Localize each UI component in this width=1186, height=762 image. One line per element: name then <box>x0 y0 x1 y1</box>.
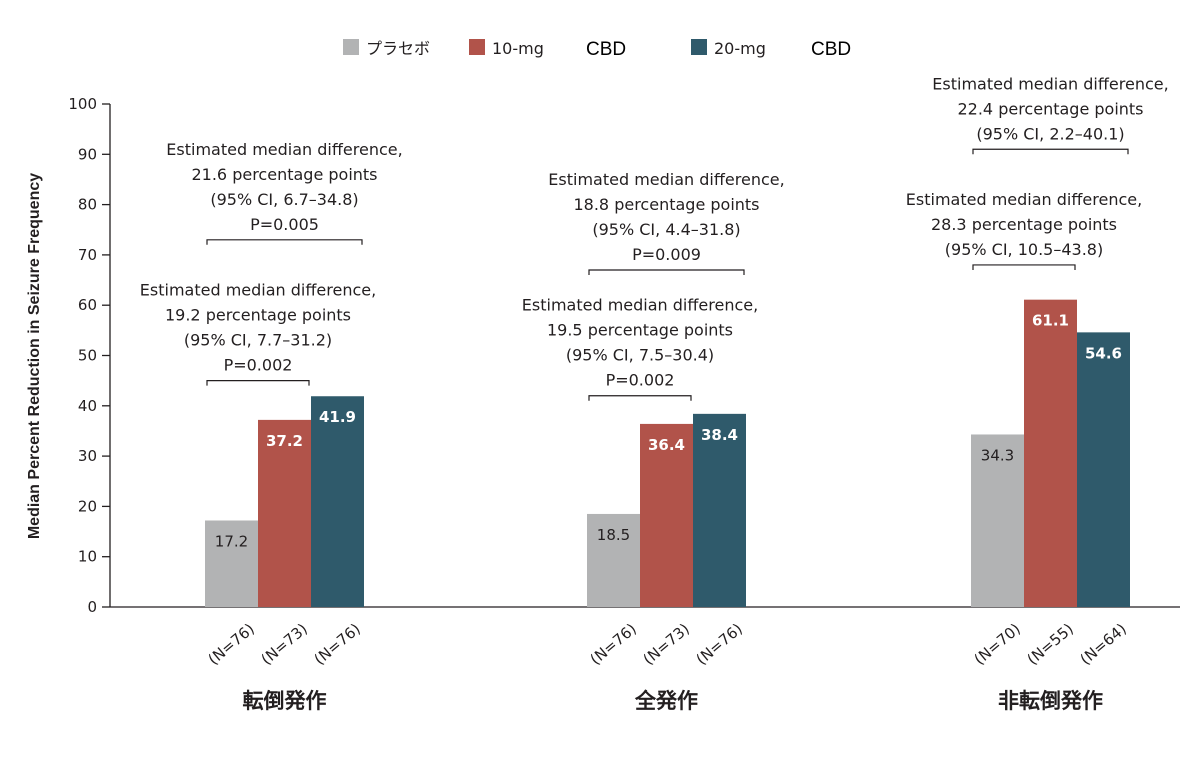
annotations: Estimated median difference, 21.6 percent… <box>140 74 1169 401</box>
annotation-line: 18.8 percentage points <box>573 195 759 214</box>
annotation-line: 19.2 percentage points <box>165 306 351 325</box>
y-tick-label: 50 <box>78 347 97 365</box>
y-tick-label: 20 <box>78 497 97 515</box>
annotation-line: 22.4 percentage points <box>957 99 1143 118</box>
annotation-line: (95% CI, 6.7–34.8) <box>210 190 358 209</box>
annotation-line: P=0.009 <box>632 245 701 264</box>
bar <box>258 419 311 607</box>
annotation-line: Estimated median difference, <box>548 170 784 189</box>
group-label: 全発作 <box>634 689 698 713</box>
y-tick-label: 10 <box>78 548 97 566</box>
y-tick-label: 80 <box>78 196 97 214</box>
annotation-line: P=0.002 <box>606 371 675 390</box>
significance-bracket <box>588 395 692 401</box>
y-tick-label: 30 <box>78 447 97 465</box>
y-tick-label: 0 <box>87 598 97 616</box>
bar-value-label: 38.4 <box>701 426 738 444</box>
n-label: (N=76) <box>205 620 258 669</box>
bar-value-label: 17.2 <box>215 532 248 550</box>
annotation-line: 28.3 percentage points <box>931 215 1117 234</box>
legend-label: 10-mg <box>492 39 544 58</box>
significance-bracket <box>972 264 1076 270</box>
bar-value-label: 61.1 <box>1032 312 1069 330</box>
group-label: 非転倒発作 <box>998 689 1103 713</box>
bar <box>971 434 1024 607</box>
annotation-line: (95% CI, 7.7–31.2) <box>184 331 332 350</box>
significance-bracket <box>206 380 310 386</box>
n-label: (N=76) <box>693 620 746 669</box>
n-labels: (N=76) (N=73) (N=76) (N=76) (N=73) (N=76) (N=7… <box>205 620 1130 669</box>
significance-bracket <box>588 269 745 275</box>
legend-label: 20-mg <box>714 39 766 58</box>
bar-value-label: 41.9 <box>319 408 356 426</box>
legend-label: プラセボ <box>366 39 430 58</box>
y-tick-label: 90 <box>78 145 97 163</box>
annotation-line: P=0.005 <box>250 215 319 234</box>
bar-value-label: 37.2 <box>266 432 303 450</box>
group-label: 転倒発作 <box>243 689 327 713</box>
annotation-line: (95% CI, 4.4–31.8) <box>592 220 740 239</box>
bar-value-label: 36.4 <box>648 436 685 454</box>
annotation-line: P=0.002 <box>224 356 293 375</box>
y-axis-label: Median Percent Reduction in Seizure Freq… <box>26 173 43 539</box>
bar <box>1024 299 1077 607</box>
legend: プラセボ 10-mg CBD 20-mg CBD <box>343 39 851 60</box>
n-label: (N=76) <box>311 620 364 669</box>
y-tick-label: 70 <box>78 246 97 264</box>
group-labels: 転倒発作 全発作 非転倒発作 <box>243 689 1104 713</box>
legend-swatch <box>469 39 485 55</box>
annotation-line: 19.5 percentage points <box>547 321 733 340</box>
annotation-line: Estimated median difference, <box>140 281 376 300</box>
annotation-line: (95% CI, 7.5–30.4) <box>566 346 714 365</box>
bars: 17.2 37.2 41.9 18.5 36.4 38.4 34.3 61.1 54.6 <box>205 299 1130 607</box>
y-tick-label: 40 <box>78 397 97 415</box>
bar-value-label: 54.6 <box>1085 344 1122 362</box>
legend-swatch <box>343 39 359 55</box>
bar-value-label: 18.5 <box>597 526 630 544</box>
bar-value-label: 34.3 <box>981 446 1014 464</box>
annotation-line: Estimated median difference, <box>522 296 758 315</box>
bar <box>1077 332 1130 607</box>
y-tick-label: 60 <box>78 296 97 314</box>
legend-suffix: CBD <box>811 39 851 60</box>
bar <box>640 423 693 607</box>
y-tick-label: 100 <box>68 95 97 113</box>
n-label: (N=70) <box>971 620 1024 669</box>
legend-swatch <box>691 39 707 55</box>
n-label: (N=76) <box>587 620 640 669</box>
bar <box>587 513 640 607</box>
annotation-line: (95% CI, 10.5–43.8) <box>945 240 1103 259</box>
bar <box>205 520 258 607</box>
significance-bracket <box>972 148 1129 155</box>
annotation-line: Estimated median difference, <box>166 140 402 159</box>
n-label: (N=73) <box>640 620 693 669</box>
n-label: (N=64) <box>1077 620 1130 669</box>
annotation-line: Estimated median difference, <box>932 74 1168 93</box>
n-label: (N=55) <box>1024 620 1077 669</box>
annotation-line: Estimated median difference, <box>906 190 1142 209</box>
annotation-line: 21.6 percentage points <box>191 165 377 184</box>
legend-suffix: CBD <box>586 39 626 60</box>
bar <box>311 396 364 607</box>
significance-bracket <box>206 239 363 245</box>
n-label: (N=73) <box>258 620 311 669</box>
annotation-line: (95% CI, 2.2–40.1) <box>976 124 1124 143</box>
bar <box>693 413 746 607</box>
